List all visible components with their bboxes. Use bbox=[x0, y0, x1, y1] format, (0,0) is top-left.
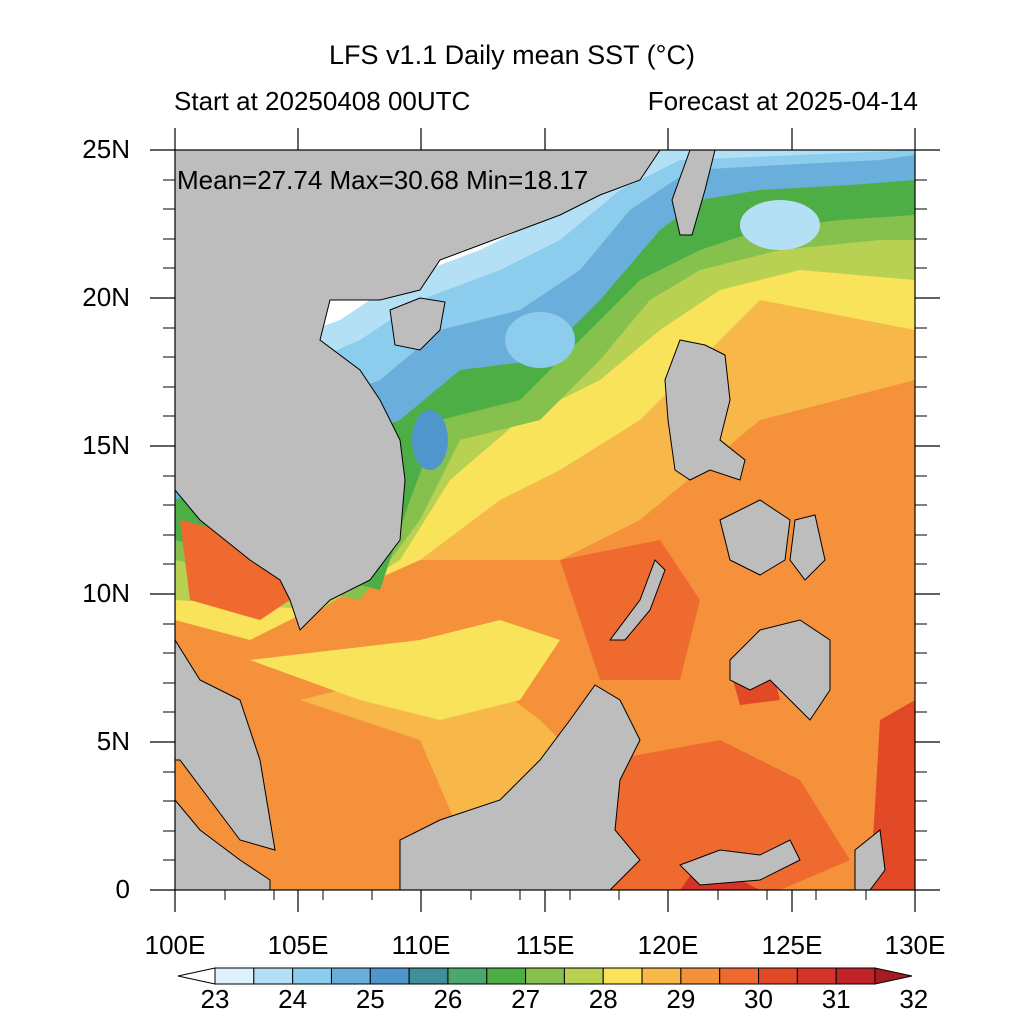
y-tick-label: 25N bbox=[82, 134, 130, 164]
sst-eddy bbox=[505, 312, 575, 368]
colorbar-swatch bbox=[525, 967, 565, 985]
land-borneo bbox=[399, 684, 641, 890]
colorbar-label: 25 bbox=[355, 984, 385, 1014]
land-mindanao bbox=[729, 619, 831, 721]
land-mainland-asia bbox=[175, 150, 661, 631]
colorbar-swatch bbox=[330, 967, 371, 985]
colorbar-label: 27 bbox=[511, 984, 541, 1014]
land-luzon bbox=[664, 339, 746, 481]
colorbar-swatch bbox=[835, 967, 876, 985]
map-title: LFS v1.1 Daily mean SST (°C) bbox=[329, 40, 695, 70]
colorbar-label: 23 bbox=[200, 984, 230, 1014]
colorbar-swatch bbox=[253, 967, 294, 985]
colorbar-swatch bbox=[408, 967, 449, 985]
colorbar-label: 30 bbox=[744, 984, 773, 1014]
colorbar-swatch bbox=[680, 967, 721, 985]
forecast-time-label: Forecast at 2025-04-14 bbox=[647, 86, 918, 116]
colorbar-swatch bbox=[486, 967, 527, 985]
y-tick-label: 20N bbox=[82, 282, 130, 312]
land-malay-peninsula bbox=[175, 639, 276, 851]
colorbar-label: 29 bbox=[666, 984, 696, 1014]
colorbar-swatch bbox=[369, 967, 410, 985]
colorbar-swatch bbox=[563, 967, 604, 985]
y-tick-label: 10N bbox=[82, 578, 130, 608]
land-samar bbox=[789, 514, 826, 581]
x-tick-label: 110E bbox=[391, 930, 451, 960]
colorbar-label: 32 bbox=[899, 984, 929, 1014]
land-palawan bbox=[609, 559, 666, 641]
y-tick-label: 5N bbox=[96, 726, 130, 756]
y-tick-label: 0 bbox=[115, 874, 130, 904]
colorbar-swatch bbox=[796, 967, 837, 985]
x-tick-label: 120E bbox=[637, 930, 699, 960]
start-time-label: Start at 20250408 00UTC bbox=[174, 86, 471, 116]
colorbar-label: 28 bbox=[588, 984, 618, 1014]
colorbar-swatch bbox=[292, 967, 332, 985]
colorbar-swatch bbox=[602, 967, 643, 985]
colorbar-swatch bbox=[758, 967, 798, 985]
colorbar-label: 31 bbox=[821, 984, 851, 1014]
x-tick-label: 115E bbox=[515, 930, 575, 960]
sst-field bbox=[175, 150, 915, 890]
colorbar bbox=[177, 967, 913, 985]
land-hainan bbox=[389, 297, 446, 351]
x-tick-label: 100E bbox=[144, 930, 206, 960]
colorbar-high-arrow bbox=[874, 967, 913, 985]
sst-statistics: Mean=27.74 Max=30.68 Min=18.17 bbox=[177, 165, 589, 195]
land-visayas bbox=[719, 499, 791, 576]
x-tick-label: 130E bbox=[884, 930, 946, 960]
colorbar-label: 24 bbox=[278, 984, 308, 1014]
sst-warm-patch bbox=[560, 540, 700, 680]
land-halmahera bbox=[854, 829, 886, 890]
colorbar-swatch bbox=[214, 967, 255, 985]
land bbox=[175, 150, 886, 890]
land-sulawesi bbox=[679, 839, 801, 886]
minor-ticks bbox=[163, 179, 927, 900]
sst-eddy bbox=[740, 200, 820, 250]
axis-ticks bbox=[150, 128, 940, 912]
colorbar-swatch bbox=[719, 967, 760, 985]
colorbar-low-arrow bbox=[177, 967, 216, 985]
colorbar-swatch bbox=[447, 967, 488, 985]
land-sumatra bbox=[175, 799, 271, 890]
x-tick-label: 125E bbox=[761, 930, 823, 960]
y-tick-label: 15N bbox=[82, 430, 130, 460]
x-tick-label: 105E bbox=[267, 930, 329, 960]
colorbar-swatch bbox=[641, 967, 682, 985]
sst-band-28-south bbox=[250, 620, 560, 720]
land-taiwan bbox=[671, 150, 716, 236]
colorbar-label: 26 bbox=[433, 984, 463, 1014]
sst-eddy bbox=[412, 410, 448, 470]
